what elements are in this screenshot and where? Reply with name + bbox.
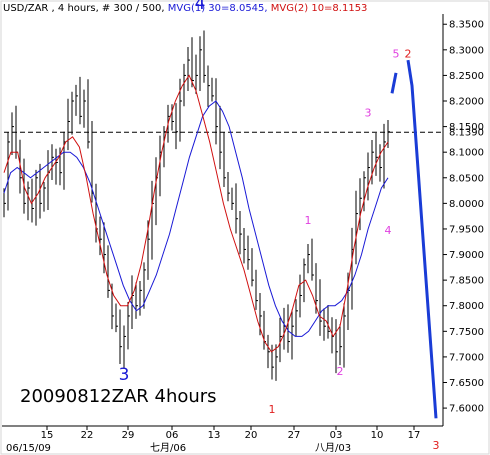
mvg1-line bbox=[3, 100, 389, 337]
y-tick-label: 7.8500 bbox=[449, 276, 484, 287]
wave-label: 5 bbox=[393, 48, 400, 61]
y-tick-label: 8.3000 bbox=[449, 45, 484, 56]
x-tick-label: 27 bbox=[288, 430, 301, 441]
watermark-label: 20090812ZAR 4hours bbox=[20, 386, 217, 407]
x-tick-label: 10 bbox=[371, 430, 384, 441]
price-bars bbox=[3, 30, 390, 381]
y-tick-label: 7.7000 bbox=[449, 352, 484, 363]
projection-stub bbox=[390, 72, 398, 94]
mvg2-line bbox=[3, 74, 389, 353]
last-price-value: 8.1390 bbox=[449, 128, 484, 139]
y-tick-label: 7.7500 bbox=[449, 327, 484, 338]
y-tick-label: 8.2500 bbox=[449, 71, 484, 82]
y-tick-label: 7.8000 bbox=[449, 301, 484, 312]
y-tick-label: 7.6500 bbox=[449, 378, 484, 389]
y-tick-label: 8.1500 bbox=[449, 122, 484, 133]
y-tick-label: 8.0000 bbox=[449, 199, 484, 210]
wave-label: 3 bbox=[365, 106, 372, 119]
wave-label: 4 bbox=[385, 224, 392, 237]
x-tick-label: 15 bbox=[41, 430, 54, 441]
wave-label: 2 bbox=[337, 365, 344, 378]
projection-line bbox=[390, 59, 438, 419]
y-tick-label: 7.9000 bbox=[449, 250, 484, 261]
price-axis-ticks: 8.3500 8.3000 8.2500 8.2000 8.1500 8.1000 8.05… bbox=[443, 20, 484, 415]
moving-averages bbox=[3, 74, 389, 353]
header-symbol-info: USD/ZAR , 4 hours, # 300 / 500, MVG(1) 3… bbox=[3, 3, 367, 14]
x-tick-label: 22 bbox=[81, 430, 94, 441]
wave-label: 1 bbox=[269, 403, 276, 416]
wave-label: 1 bbox=[305, 214, 312, 227]
x-tick-label: 17 bbox=[408, 430, 421, 441]
y-tick-label: 8.1000 bbox=[449, 148, 484, 159]
y-tick-label: 7.9500 bbox=[449, 224, 484, 235]
x-tick-label: 06 bbox=[166, 430, 179, 441]
y-tick-label: 7.6000 bbox=[449, 404, 484, 415]
wave-label: 3 bbox=[433, 439, 440, 452]
x-tick-label: 03 bbox=[330, 430, 343, 441]
x-tick-label: 13 bbox=[208, 430, 221, 441]
projection-path bbox=[406, 59, 438, 419]
wave-label: 4 bbox=[195, 0, 206, 14]
y-tick-label: 8.2000 bbox=[449, 97, 484, 108]
x-tick-label: 29 bbox=[122, 430, 135, 441]
wave-label: 2 bbox=[405, 48, 412, 61]
x-tick-label: 20 bbox=[245, 430, 258, 441]
x-period-label: 七月/06 bbox=[150, 442, 186, 454]
y-tick-label: 8.3500 bbox=[449, 20, 484, 31]
y-tick-label: 8.0500 bbox=[449, 173, 484, 184]
time-axis-ticks: 15 22 29 06 13 20 27 03 10 17 06/15/09 七月/06 八月/03 bbox=[6, 426, 420, 454]
x-period-label: 06/15/09 bbox=[6, 443, 51, 454]
wave-label: 3 bbox=[119, 365, 130, 385]
x-period-label: 八月/03 bbox=[315, 442, 351, 454]
